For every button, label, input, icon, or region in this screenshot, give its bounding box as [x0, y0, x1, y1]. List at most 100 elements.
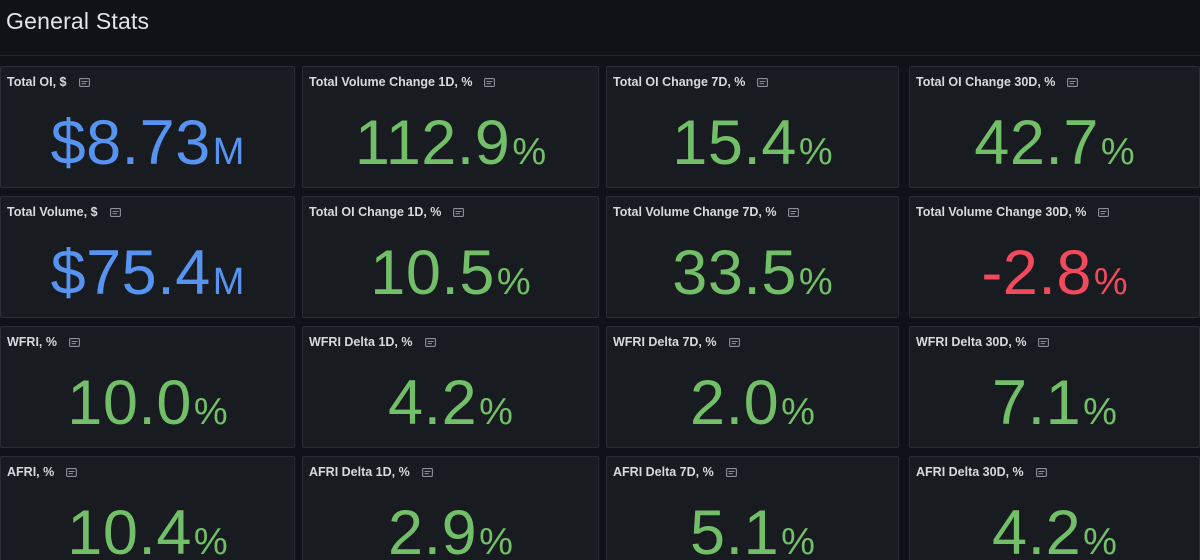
- panel-title[interactable]: WFRI Delta 7D, %: [613, 335, 717, 349]
- stat-value: $8.73: [50, 108, 211, 178]
- panel-header[interactable]: Total OI, $: [7, 73, 90, 91]
- stat-value: 7.1: [992, 368, 1082, 438]
- description-icon[interactable]: [78, 77, 90, 87]
- panel-title[interactable]: Total Volume Change 7D, %: [613, 205, 777, 219]
- panel-header[interactable]: WFRI Delta 1D, %: [309, 333, 436, 351]
- description-icon[interactable]: [424, 337, 436, 347]
- stat-value: 10.4: [67, 498, 192, 560]
- stat-unit: %: [1083, 521, 1117, 560]
- stat-panel[interactable]: Total Volume, $ $75.4M: [0, 196, 295, 318]
- panel-title[interactable]: WFRI Delta 30D, %: [916, 335, 1027, 349]
- panel-title[interactable]: Total OI Change 30D, %: [916, 75, 1056, 89]
- panel-title[interactable]: Total OI, $: [7, 75, 67, 89]
- stat-display: 2.0%: [607, 367, 898, 439]
- panel-header[interactable]: Total OI Change 1D, %: [309, 203, 465, 221]
- stat-value: 33.5: [672, 238, 797, 308]
- stat-panel[interactable]: Total Volume Change 30D, % -2.8%: [909, 196, 1200, 318]
- panel-header[interactable]: Total Volume Change 30D, %: [916, 203, 1110, 221]
- stat-display: 10.5%: [303, 237, 598, 309]
- panel-title[interactable]: AFRI, %: [7, 465, 55, 479]
- panel-title[interactable]: Total Volume, $: [7, 205, 98, 219]
- panel-header[interactable]: Total OI Change 7D, %: [613, 73, 769, 91]
- description-icon[interactable]: [1067, 77, 1079, 87]
- panel-header[interactable]: WFRI, %: [7, 333, 80, 351]
- stat-display: 2.9%: [303, 497, 598, 560]
- stat-unit: %: [193, 521, 228, 560]
- description-icon[interactable]: [1098, 207, 1110, 217]
- panel-title[interactable]: WFRI Delta 1D, %: [309, 335, 413, 349]
- stat-display: -2.8%: [910, 237, 1199, 309]
- description-icon[interactable]: [66, 467, 78, 477]
- panel-header[interactable]: AFRI Delta 30D, %: [916, 463, 1047, 481]
- stat-panel[interactable]: AFRI, % 10.4%: [0, 456, 295, 560]
- stat-unit: %: [798, 261, 833, 303]
- stat-panel[interactable]: WFRI Delta 7D, % 2.0%: [606, 326, 899, 448]
- stat-unit: %: [512, 131, 547, 173]
- description-icon[interactable]: [725, 467, 737, 477]
- stat-value: 10.0: [67, 368, 192, 438]
- stat-display: 112.9%: [303, 107, 598, 179]
- stat-unit: %: [479, 521, 513, 560]
- panel-header[interactable]: AFRI Delta 7D, %: [613, 463, 737, 481]
- stat-panel[interactable]: WFRI Delta 1D, % 4.2%: [302, 326, 599, 448]
- stat-unit: %: [1083, 391, 1117, 433]
- stat-display: 15.4%: [607, 107, 898, 179]
- stat-display: 7.1%: [910, 367, 1199, 439]
- description-icon[interactable]: [109, 207, 121, 217]
- panel-header[interactable]: WFRI Delta 30D, %: [916, 333, 1050, 351]
- stat-value: $75.4: [50, 238, 211, 308]
- panel-title[interactable]: Total OI Change 7D, %: [613, 75, 746, 89]
- panel-header[interactable]: Total Volume, $: [7, 203, 121, 221]
- stat-panel[interactable]: Total Volume Change 1D, % 112.9%: [302, 66, 599, 188]
- panel-header[interactable]: Total Volume Change 1D, %: [309, 73, 496, 91]
- stat-value: 4.2: [388, 368, 478, 438]
- description-icon[interactable]: [421, 467, 433, 477]
- stat-value: 5.1: [690, 498, 780, 560]
- stat-panel[interactable]: Total OI, $ $8.73M: [0, 66, 295, 188]
- description-icon[interactable]: [453, 207, 465, 217]
- stat-display: 33.5%: [607, 237, 898, 309]
- panel-title[interactable]: Total Volume Change 1D, %: [309, 75, 473, 89]
- description-icon[interactable]: [728, 337, 740, 347]
- row-header[interactable]: General Stats: [0, 0, 1200, 56]
- stat-value: 42.7: [974, 108, 1099, 178]
- description-icon[interactable]: [1038, 337, 1050, 347]
- stat-unit: %: [1100, 131, 1135, 173]
- description-icon[interactable]: [788, 207, 800, 217]
- stat-panel[interactable]: WFRI, % 10.0%: [0, 326, 295, 448]
- stat-value: 2.9: [388, 498, 478, 560]
- stat-panel[interactable]: WFRI Delta 30D, % 7.1%: [909, 326, 1200, 448]
- panel-title[interactable]: AFRI Delta 1D, %: [309, 465, 410, 479]
- panel-title[interactable]: WFRI, %: [7, 335, 57, 349]
- stat-value: 4.2: [992, 498, 1082, 560]
- stat-unit: %: [781, 391, 815, 433]
- panel-header[interactable]: Total Volume Change 7D, %: [613, 203, 800, 221]
- stat-panel[interactable]: AFRI Delta 7D, % 5.1%: [606, 456, 899, 560]
- stat-value: 2.0: [690, 368, 780, 438]
- description-icon[interactable]: [69, 337, 80, 347]
- stat-unit: %: [798, 131, 833, 173]
- stat-unit: %: [1093, 261, 1128, 303]
- panel-title[interactable]: AFRI Delta 30D, %: [916, 465, 1024, 479]
- panel-header[interactable]: Total OI Change 30D, %: [916, 73, 1079, 91]
- panel-title[interactable]: Total OI Change 1D, %: [309, 205, 442, 219]
- description-icon[interactable]: [484, 77, 496, 87]
- panel-header[interactable]: AFRI, %: [7, 463, 78, 481]
- panel-header[interactable]: AFRI Delta 1D, %: [309, 463, 433, 481]
- row-title[interactable]: General Stats: [6, 8, 150, 34]
- panel-header[interactable]: WFRI Delta 7D, %: [613, 333, 740, 351]
- stat-panel[interactable]: Total OI Change 30D, % 42.7%: [909, 66, 1200, 188]
- description-icon[interactable]: [1035, 467, 1047, 477]
- stat-value: 112.9: [354, 108, 511, 178]
- stat-panel[interactable]: Total OI Change 1D, % 10.5%: [302, 196, 599, 318]
- stat-panel[interactable]: AFRI Delta 30D, % 4.2%: [909, 456, 1200, 560]
- panel-title[interactable]: Total Volume Change 30D, %: [916, 205, 1087, 219]
- stat-panel[interactable]: Total Volume Change 7D, % 33.5%: [606, 196, 899, 318]
- stat-panel[interactable]: AFRI Delta 1D, % 2.9%: [302, 456, 599, 560]
- stat-unit: %: [496, 261, 531, 303]
- stat-panel[interactable]: Total OI Change 7D, % 15.4%: [606, 66, 899, 188]
- description-icon[interactable]: [757, 77, 769, 87]
- panel-title[interactable]: AFRI Delta 7D, %: [613, 465, 714, 479]
- stat-display: $8.73M: [1, 107, 294, 179]
